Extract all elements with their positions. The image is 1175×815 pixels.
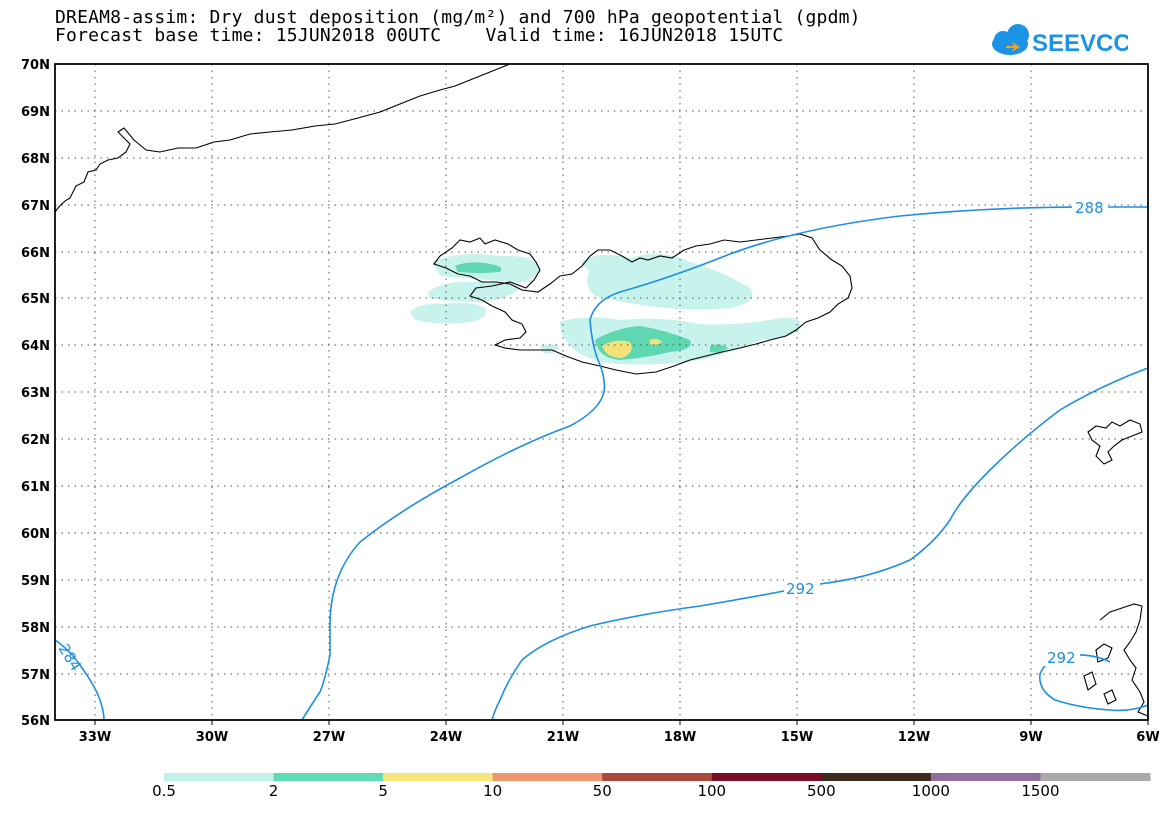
greenland-coast [54, 63, 511, 213]
lat-label: 60N [21, 527, 50, 542]
dust-area-light [580, 253, 753, 310]
lon-label: 6W [1136, 730, 1159, 745]
forecast-time-line: Forecast base time: 15JUN2018 00UTC Vali… [55, 25, 784, 46]
lat-label: 65N [21, 292, 50, 307]
legend-swatch [1040, 773, 1151, 781]
dust-area-light [410, 302, 486, 324]
legend-colorbar [164, 773, 1151, 781]
legend-swatch [383, 773, 494, 781]
lat-label: 61N [21, 480, 50, 495]
latitude-labels: 70N 69N 68N 67N 66N 65N 64N 63N 62N 61N … [21, 58, 50, 729]
lat-label: 56N [21, 714, 50, 729]
contour-label-292: 292 [786, 580, 815, 598]
axis-ticks [94, 720, 1149, 725]
lat-label: 58N [21, 621, 50, 636]
lon-label: 30W [196, 730, 228, 745]
coastlines [54, 63, 1149, 717]
legend-label: 10 [483, 782, 503, 800]
legend-label: 2 [268, 782, 279, 800]
contour-284 [54, 639, 105, 721]
legend-swatch [164, 773, 275, 781]
lat-label: 68N [21, 152, 50, 167]
graticule [55, 64, 1148, 720]
lat-label: 66N [21, 246, 50, 261]
legend-label: 0.5 [152, 782, 176, 800]
lon-label: 9W [1019, 730, 1042, 745]
lat-label: 62N [21, 433, 50, 448]
lat-label: 67N [21, 199, 50, 214]
legend-swatch [711, 773, 822, 781]
contour-288 [301, 206, 1148, 721]
dust-area-medium [710, 344, 728, 353]
lon-label: 18W [664, 730, 696, 745]
dust-area-light [428, 281, 520, 302]
lon-label: 12W [898, 730, 930, 745]
legend-swatch [821, 773, 932, 781]
lat-label: 57N [21, 668, 50, 683]
map-title: DREAM8-assim: Dry dust deposition (mg/m²… [55, 7, 861, 28]
lon-label: 21W [547, 730, 579, 745]
faroe-islands-coast [1087, 419, 1143, 465]
dust-area-medium [455, 262, 502, 273]
legend-swatch [602, 773, 713, 781]
logo-text: SEEVCCC [1032, 30, 1128, 57]
contour-label-292: 292 [1047, 649, 1076, 667]
hebrides-coast [1083, 643, 1117, 705]
iceland-coast [433, 233, 853, 375]
legend-swatch [492, 773, 603, 781]
contour-label-288: 288 [1075, 199, 1104, 217]
lat-label: 63N [21, 386, 50, 401]
lon-label: 15W [781, 730, 813, 745]
scotland-coast [1099, 603, 1149, 717]
lon-label: 24W [430, 730, 462, 745]
lat-label: 69N [21, 105, 50, 120]
legend-labels: 0.5 2 5 10 50 100 500 1000 1500 [0, 782, 1175, 802]
legend-label: 5 [378, 782, 388, 800]
dust-deposition-areas [410, 253, 801, 365]
legend-label: 100 [697, 782, 727, 800]
cloud-icon [992, 24, 1029, 55]
dust-area-high [602, 340, 632, 358]
legend-swatch [930, 773, 1041, 781]
seevccc-logo: SEEVCCC [992, 24, 1128, 57]
lon-label: 27W [313, 730, 345, 745]
lat-label: 70N [21, 58, 50, 73]
legend-swatch [273, 773, 384, 781]
legend-label: 1000 [911, 782, 950, 800]
longitude-labels: 33W 30W 27W 24W 21W 18W 15W 12W 9W 6W [79, 730, 1160, 745]
lon-label: 33W [79, 730, 111, 745]
legend-label: 500 [807, 782, 836, 800]
lat-label: 59N [21, 574, 50, 589]
legend-label: 1500 [1021, 782, 1060, 800]
dust-area-high [650, 338, 662, 345]
legend-label: 50 [592, 782, 612, 800]
contour-labels: 288 292 292 284 [55, 199, 1108, 674]
lat-label: 64N [21, 339, 50, 354]
